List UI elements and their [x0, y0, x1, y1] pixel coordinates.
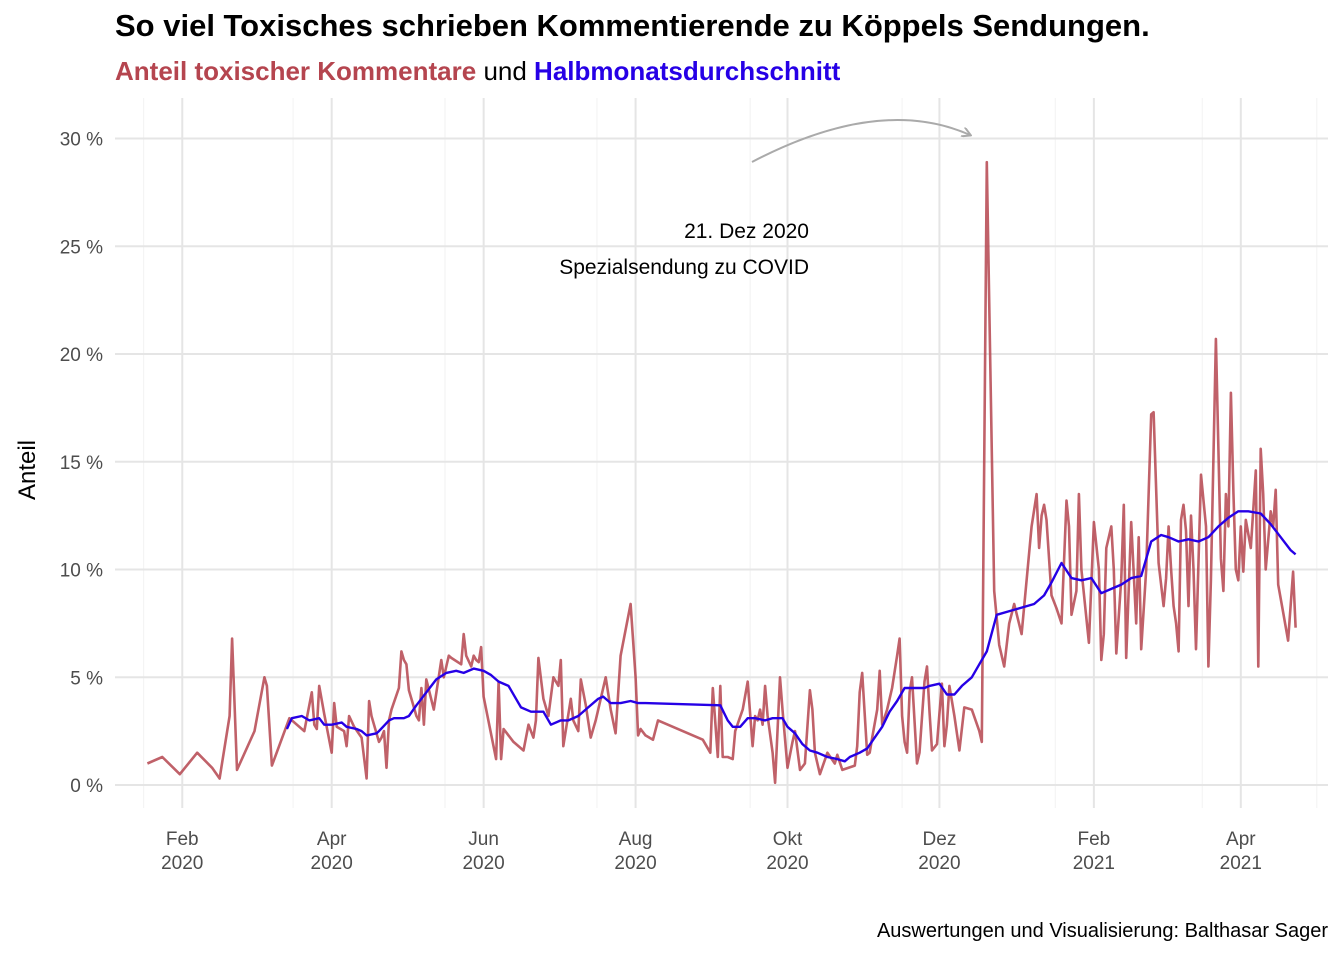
x-tick-label: Jun	[468, 829, 499, 850]
subtitle-average-label: Halbmonatsdurchschnitt	[534, 56, 841, 86]
x-tick-label: Okt	[773, 829, 803, 850]
subtitle-connector: und	[476, 56, 535, 86]
y-tick-label: 30 %	[60, 130, 103, 151]
x-tick-label: Dez	[923, 829, 957, 850]
y-tick-label: 10 %	[60, 561, 103, 582]
x-tick-label: Apr	[317, 829, 347, 850]
y-axis-label: Anteil	[14, 440, 41, 500]
annotation-arrow	[751, 119, 970, 163]
x-axis: Feb 2020 Apr 2020 Jun 2020 Aug 2020 Okt 2020 Dez 20…	[161, 829, 1262, 874]
x-tick-label: Apr	[1226, 829, 1256, 850]
x-tick-label-year: 2021	[1073, 853, 1115, 874]
annotation-event: Spezialsendung zu COVID	[559, 256, 809, 279]
x-tick-label: Feb	[166, 829, 199, 850]
chart-subtitle: Anteil toxischer Kommentare und Halbmona…	[115, 56, 840, 87]
y-tick-label: 15 %	[60, 453, 103, 474]
x-tick-label-year: 2020	[161, 853, 203, 874]
subtitle-share-label: Anteil toxischer Kommentare	[115, 56, 477, 86]
x-tick-label-year: 2020	[918, 853, 960, 874]
chart-title: So viel Toxisches schrieben Kommentieren…	[115, 8, 1150, 43]
caption: Auswertungen und Visualisierung: Balthas…	[876, 920, 1328, 942]
x-tick-label: Aug	[619, 829, 653, 850]
x-tick-label-year: 2020	[311, 853, 353, 874]
y-tick-label: 25 %	[60, 237, 103, 258]
annotation-date: 21. Dez 2020	[684, 220, 809, 243]
series-line-share	[146, 160, 1297, 785]
x-tick-label-year: 2020	[614, 853, 656, 874]
y-tick-label: 0 %	[70, 776, 103, 797]
x-tick-label-year: 2020	[766, 853, 808, 874]
x-tick-label: Feb	[1077, 829, 1110, 850]
series	[146, 160, 1297, 785]
x-tick-label-year: 2020	[462, 853, 504, 874]
grid	[115, 98, 1328, 808]
y-axis: 0 % 5 % 10 % 15 % 20 % 25 % 30 %	[60, 130, 103, 798]
y-tick-label: 5 %	[70, 668, 103, 689]
series-line-average	[285, 510, 1297, 763]
x-tick-label-year: 2021	[1220, 853, 1262, 874]
y-tick-label: 20 %	[60, 345, 103, 366]
